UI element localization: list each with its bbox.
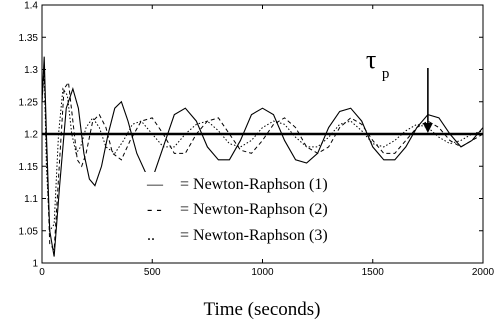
y-axis-ticks: 1 1.05 1.1 1.15 1.2 1.25 1.3 1.35 1.4 — [19, 1, 483, 270]
legend-label-3: = Newton-Raphson (3) — [180, 227, 328, 244]
x-tick-label: 500 — [144, 267, 161, 278]
series-3-line — [41, 69, 484, 233]
y-tick-label: 1 — [32, 259, 38, 270]
series-1-line — [41, 56, 484, 257]
series-layer — [41, 56, 484, 257]
annotation-arrow-head — [422, 123, 433, 133]
y-tick-label: 1.2 — [24, 130, 38, 141]
series-2-line — [41, 69, 484, 252]
x-tick-label: 1000 — [251, 267, 274, 278]
y-tick-label: 1.15 — [19, 162, 39, 173]
legend-marker-1: — — [146, 176, 164, 193]
y-tick-label: 1.05 — [19, 226, 39, 237]
y-tick-label: 1.1 — [24, 194, 38, 205]
legend-label-1: = Newton-Raphson (1) — [180, 176, 328, 193]
annotation-symbol: τ — [366, 45, 376, 74]
x-tick-label: 2000 — [472, 267, 495, 278]
legend-background — [140, 172, 340, 252]
legend: — = Newton-Raphson (1) - - = Newton-Raphson… — [140, 172, 340, 252]
y-tick-label: 1.35 — [19, 33, 39, 44]
y-tick-label: 1.4 — [24, 1, 38, 12]
x-axis-label: Time (seconds) — [204, 299, 321, 320]
annotation-subscript: p — [382, 66, 390, 82]
y-tick-label: 1.25 — [19, 97, 39, 108]
x-axis-ticks: 0 500 1000 1500 2000 — [39, 5, 495, 278]
legend-label-2: = Newton-Raphson (2) — [180, 201, 328, 218]
x-tick-label: 1500 — [362, 267, 385, 278]
y-tick-label: 1.3 — [24, 65, 38, 76]
legend-marker-2: - - — [147, 201, 162, 218]
x-tick-label: 0 — [39, 267, 45, 278]
legend-marker-3: .. — [147, 227, 155, 244]
